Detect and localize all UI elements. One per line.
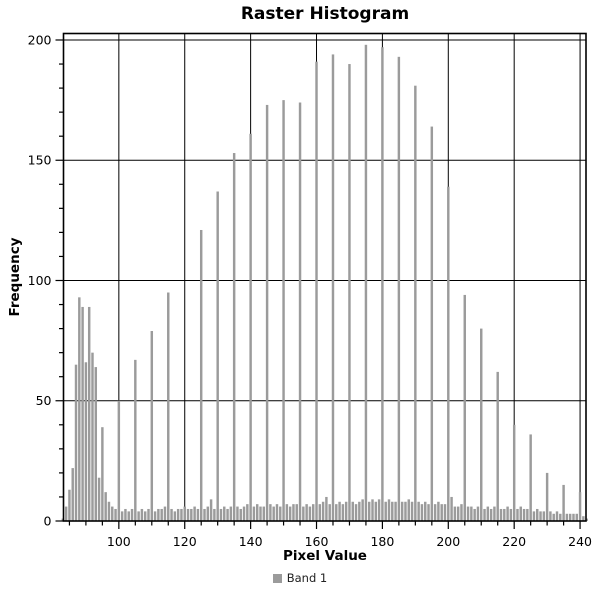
chart-title: Raster Histogram <box>240 4 410 24</box>
histogram-bars <box>61 44 588 522</box>
plot-border <box>62 32 587 522</box>
x-tick-label: 100 <box>107 534 131 549</box>
legend-label: Band 1 <box>286 571 328 585</box>
x-tick-label: 160 <box>305 534 329 549</box>
x-tick-label: 220 <box>502 534 526 549</box>
legend-swatch-icon <box>272 573 282 583</box>
y-axis-label: Frequency <box>7 237 23 317</box>
y-tick-label: 100 <box>28 273 52 288</box>
gridlines <box>63 33 586 521</box>
x-tick-label: 200 <box>436 534 460 549</box>
y-tick-label: 0 <box>44 514 52 529</box>
axis-ticks <box>55 39 581 529</box>
y-tick-label: 200 <box>28 32 52 47</box>
y-tick-label: 150 <box>28 153 52 168</box>
y-tick-label: 50 <box>36 393 52 408</box>
legend: Band 1 <box>0 571 600 585</box>
x-tick-label: 120 <box>173 534 197 549</box>
x-tick-label: 140 <box>239 534 263 549</box>
tick-labels: 100 120 140 160 180 200 220 240 0 50 100 150 200 <box>28 32 592 549</box>
x-axis-label: Pixel Value <box>283 548 367 564</box>
x-tick-label: 240 <box>568 534 592 549</box>
x-tick-label: 180 <box>370 534 394 549</box>
